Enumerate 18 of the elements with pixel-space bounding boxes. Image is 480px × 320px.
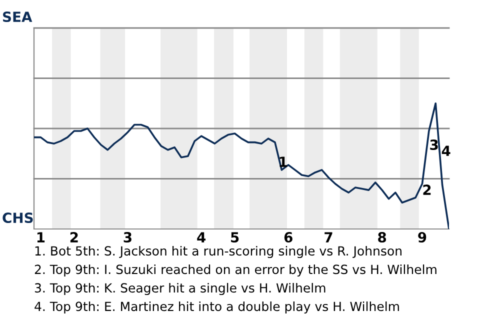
annotation: 2 [423, 184, 431, 195]
x-tick-label: 4 [197, 232, 206, 242]
x-tick-label: 3 [124, 232, 132, 243]
x-tick-label: 7 [324, 232, 332, 242]
x-tick-label: 2 [70, 232, 78, 242]
x-tick-label: 5 [231, 232, 239, 243]
text: 1. Bot 5th: S. Jackson hit a run-scoring single vs R. Johnson [35, 246, 402, 258]
annotation: 3 [430, 140, 438, 150]
text: CHS [2, 212, 33, 224]
text: 4. Top 9th: E. Martinez hit into a double play vs H. Wilhelm [34, 301, 399, 314]
x-tick-label: 8 [378, 232, 386, 243]
x-tick-label: 1 [37, 232, 45, 242]
text: 3. Top 9th: K. Seager hit a single vs H. Wilhelm [34, 282, 326, 296]
x-tick-label: 9 [418, 232, 426, 243]
text: 2. Top 9th: I. Suzuki reached on an error by the SS vs H. Wilhelm [34, 264, 436, 277]
annotation: 4 [442, 146, 450, 156]
x-tick-label: 6 [284, 232, 292, 243]
text: SEA [2, 12, 32, 22]
